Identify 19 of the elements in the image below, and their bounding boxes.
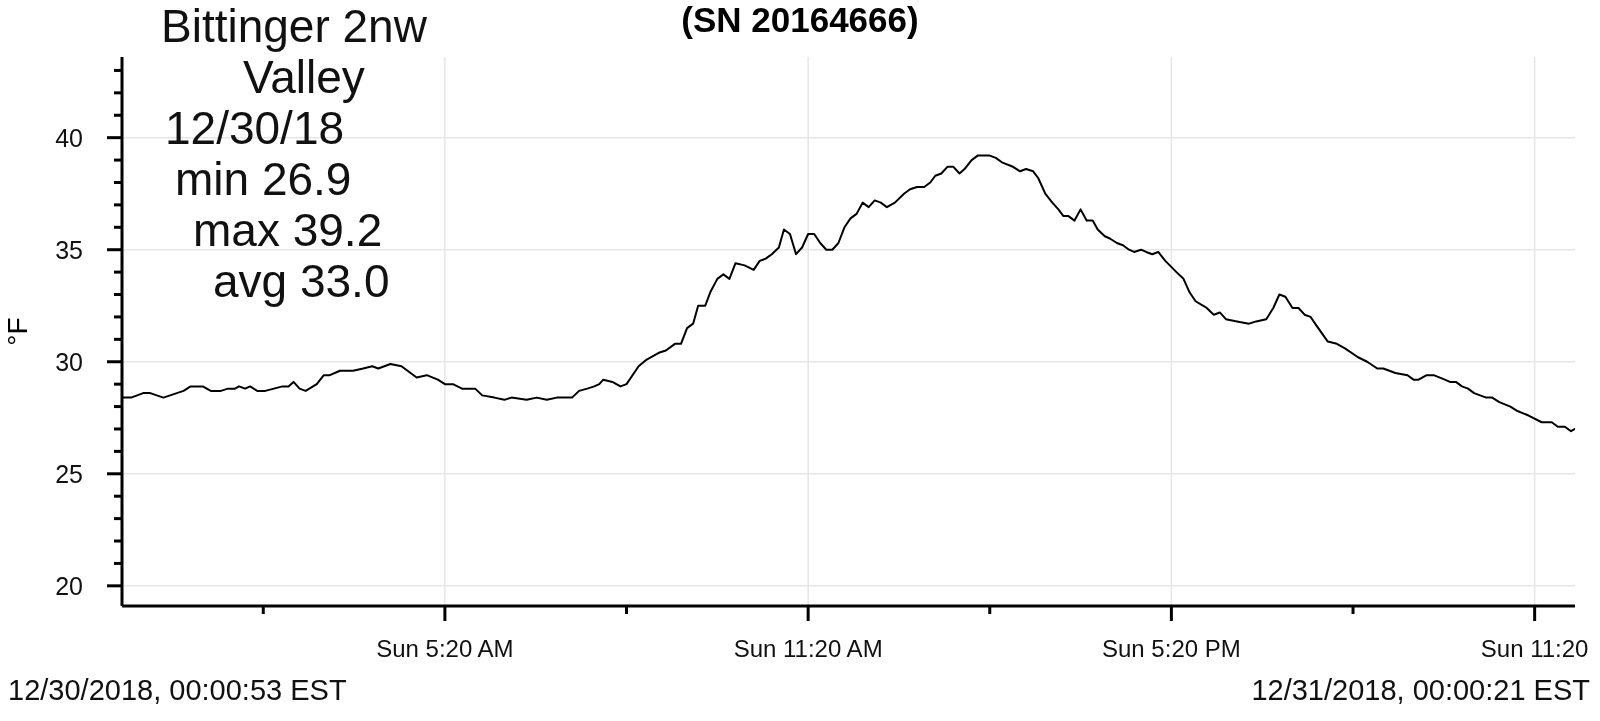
annotation: min 26.9 bbox=[175, 153, 352, 205]
x-tick-label: Sun 11:20 bbox=[1480, 635, 1589, 662]
text: Bittinger 2nw bbox=[161, 0, 428, 52]
chart-title: (SN 20164666) bbox=[681, 0, 919, 39]
annotation: max 39.2 bbox=[193, 204, 383, 256]
y-axis-title: °F bbox=[1, 317, 33, 346]
x-tick-label: Sun 11:20 AM bbox=[733, 635, 883, 662]
y-tick-label: 40 bbox=[55, 123, 83, 152]
y-tick-label: 35 bbox=[55, 235, 83, 264]
text: 12/31/2018, 00:00:21 EST bbox=[1251, 674, 1591, 706]
x-tick-label: Sun 5:20 AM bbox=[376, 635, 514, 662]
annotation: avg 33.0 bbox=[213, 255, 390, 307]
x-tick-label: Sun 5:20 PM bbox=[1102, 635, 1241, 662]
text: 12/30/2018, 00:00:53 EST bbox=[8, 674, 347, 706]
annotation: Valley bbox=[243, 51, 365, 103]
y-tick-label: 30 bbox=[55, 347, 83, 376]
y-tick-label: 20 bbox=[55, 571, 83, 600]
y-tick-label: 25 bbox=[55, 459, 83, 488]
annotation: 12/30/18 bbox=[165, 102, 345, 154]
